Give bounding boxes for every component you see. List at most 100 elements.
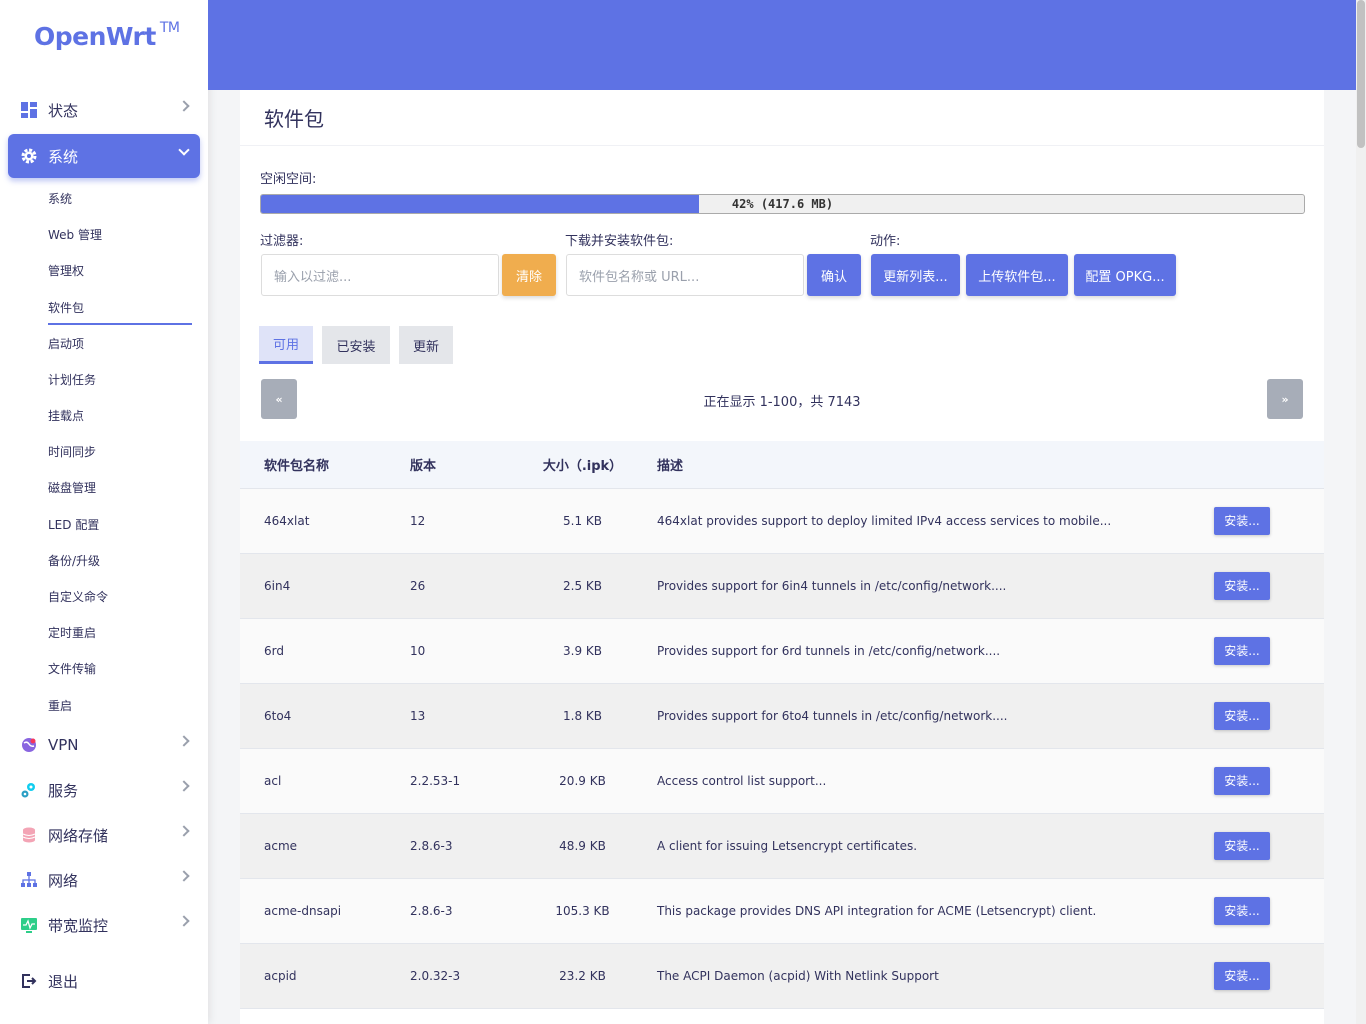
menu-bandwidth[interactable]: 带宽监控 — [8, 903, 200, 947]
package-version: 12 — [410, 488, 515, 554]
submenu-ntp[interactable]: 时间同步 — [48, 445, 97, 459]
package-name: acl — [240, 748, 410, 814]
database-icon — [20, 826, 38, 844]
menu-system[interactable]: 系统 — [8, 134, 200, 178]
menu-status[interactable]: 状态 — [8, 88, 200, 132]
package-action-cell: 安装... — [1214, 748, 1324, 814]
package-name: 6rd — [240, 618, 410, 684]
sidebar: OpenWrt TM 状态 系统 系统 Web 管理 管理权 软件包 启动项 计划… — [0, 0, 208, 1024]
table-row: 464xlat 12 5.1 KB 464xlat provides support … — [240, 488, 1324, 554]
menu-vpn[interactable]: VPN — [8, 723, 200, 767]
configure-opkg-button[interactable]: 配置 OPKG... — [1074, 254, 1176, 296]
next-page-button[interactable]: » — [1267, 379, 1303, 419]
package-size: 20.9 KB — [515, 748, 650, 814]
package-size: 5.1 KB — [515, 488, 650, 554]
menu-services-label: 服务 — [48, 781, 79, 800]
page-scrollbar[interactable] — [1356, 0, 1366, 1024]
free-space-bar: 42% (417.6 MB) — [260, 194, 1305, 214]
prev-page-button[interactable]: « — [261, 379, 297, 419]
tab-updates[interactable]: 更新 — [399, 326, 453, 364]
chevron-right-icon — [178, 735, 190, 747]
header-name[interactable]: 软件包名称 — [240, 441, 410, 489]
package-version: 2.8.6-3 — [410, 813, 515, 879]
page-info: 正在显示 1-100，共 7143 — [703, 395, 861, 410]
install-button[interactable]: 安装... — [1214, 506, 1270, 535]
menu-network-label: 网络 — [48, 871, 79, 890]
submenu-led[interactable]: LED 配置 — [48, 518, 100, 532]
sitemap-icon — [20, 871, 38, 889]
install-button[interactable]: 安装... — [1214, 701, 1270, 730]
tab-installed[interactable]: 已安装 — [322, 326, 390, 364]
submenu-reboot[interactable]: 重启 — [48, 699, 73, 713]
submenu-commands[interactable]: 自定义命令 — [48, 590, 109, 604]
install-button[interactable]: 安装... — [1214, 831, 1270, 860]
install-button[interactable]: 安装... — [1214, 896, 1270, 925]
menu-network[interactable]: 网络 — [8, 858, 200, 902]
package-action-cell: 安装... — [1214, 488, 1324, 554]
tab-available[interactable]: 可用 — [259, 326, 313, 364]
table-row: acme 2.8.6-3 48.9 KB A client for issuing L… — [240, 813, 1324, 879]
chevron-down-icon — [178, 144, 190, 156]
submenu-web-admin[interactable]: Web 管理 — [48, 228, 102, 242]
page-title: 软件包 — [240, 90, 1324, 146]
logout-icon — [20, 972, 38, 990]
install-button[interactable]: 安装... — [1214, 636, 1270, 665]
packages-table-body: 464xlat 12 5.1 KB 464xlat provides support … — [240, 488, 1324, 1009]
upload-package-button[interactable]: 上传软件包... — [966, 254, 1068, 296]
package-description: Access control list support... — [650, 748, 1214, 814]
submenu-autoreboot[interactable]: 定时重启 — [48, 626, 97, 640]
menu-logout-label: 退出 — [48, 972, 79, 991]
gear-icon — [20, 147, 38, 165]
menu-nas[interactable]: 网络存储 — [8, 813, 200, 857]
dashboard-icon — [20, 101, 38, 119]
menu-services[interactable]: 服务 — [8, 768, 200, 812]
package-url-input[interactable]: 软件包名称或 URL... — [566, 254, 804, 296]
package-action-cell: 安装... — [1214, 553, 1324, 619]
top-header — [208, 0, 1356, 90]
logo[interactable]: OpenWrt TM — [34, 20, 180, 51]
monitor-icon — [20, 916, 38, 934]
menu-vpn-label: VPN — [48, 736, 79, 754]
header-size[interactable]: 大小（.ipk） — [515, 441, 650, 489]
submenu-packages[interactable]: 软件包 — [48, 299, 192, 325]
filter-label: 过滤器: — [260, 234, 304, 249]
submenu-system[interactable]: 系统 — [48, 192, 73, 206]
menu-nas-label: 网络存储 — [48, 826, 109, 845]
table-row: acl 2.2.53-1 20.9 KB Access control list su… — [240, 748, 1324, 814]
install-button[interactable]: 安装... — [1214, 961, 1270, 990]
submenu-filetransfer[interactable]: 文件传输 — [48, 662, 97, 676]
scrollbar-thumb[interactable] — [1357, 0, 1365, 148]
submenu-startup[interactable]: 启动项 — [48, 337, 85, 351]
package-action-cell: 安装... — [1214, 878, 1324, 944]
install-button[interactable]: 安装... — [1214, 571, 1270, 600]
package-size: 48.9 KB — [515, 813, 650, 879]
table-row: 6rd 10 3.9 KB Provides support for 6rd tunn… — [240, 618, 1324, 684]
header-description[interactable]: 描述 — [650, 441, 1214, 489]
package-name: acpid — [240, 943, 410, 1009]
package-description: The ACPI Daemon (acpid) With Netlink Sup… — [650, 943, 1214, 1009]
confirm-button[interactable]: 确认 — [807, 254, 861, 296]
package-size: 1.8 KB — [515, 683, 650, 749]
submenu-admin[interactable]: 管理权 — [48, 264, 85, 278]
clear-button[interactable]: 清除 — [502, 254, 556, 296]
cogs-icon — [20, 781, 38, 799]
filter-input[interactable]: 输入以过滤... — [261, 254, 499, 296]
package-name: 6in4 — [240, 553, 410, 619]
update-lists-button[interactable]: 更新列表... — [871, 254, 960, 296]
submenu-mounts[interactable]: 挂载点 — [48, 409, 85, 423]
submenu-backup[interactable]: 备份/升级 — [48, 554, 101, 568]
install-button[interactable]: 安装... — [1214, 766, 1270, 795]
packages-card: 软件包 空闲空间: 42% (417.6 MB) 过滤器: 输入以过滤... 清… — [240, 90, 1324, 1024]
actions-label: 动作: — [870, 234, 901, 249]
chevron-right-icon — [178, 825, 190, 837]
package-action-cell: 安装... — [1214, 813, 1324, 879]
menu-status-label: 状态 — [48, 101, 79, 120]
free-space-text: 42% (417.6 MB) — [731, 197, 834, 211]
package-name: acme — [240, 813, 410, 879]
menu-logout[interactable]: 退出 — [8, 959, 200, 1003]
package-name: acme-dnsapi — [240, 878, 410, 944]
submenu-disk[interactable]: 磁盘管理 — [48, 481, 97, 495]
submenu-crontab[interactable]: 计划任务 — [48, 373, 97, 387]
header-version[interactable]: 版本 — [410, 441, 515, 489]
chevron-right-icon — [178, 915, 190, 927]
